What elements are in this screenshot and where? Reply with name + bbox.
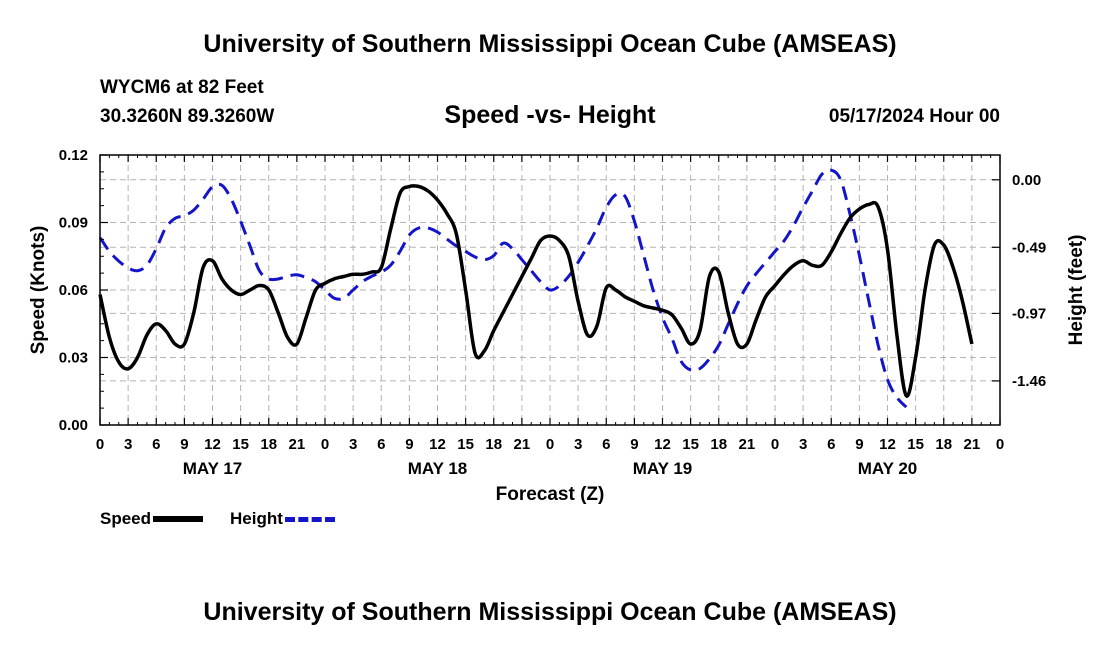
y-left-tick-label: 0.09 xyxy=(59,215,88,232)
x-tick-label: 15 xyxy=(232,436,249,453)
x-tick-label: 12 xyxy=(654,436,671,453)
x-axis-label: Forecast (Z) xyxy=(496,484,605,505)
x-tick-label: 6 xyxy=(602,436,610,453)
x-tick-label: 6 xyxy=(827,436,835,453)
y-left-tick-label: 0.00 xyxy=(59,417,88,434)
x-tick-label: 9 xyxy=(855,436,863,453)
day-label: MAY 18 xyxy=(408,459,468,478)
legend-speed-swatch xyxy=(153,516,204,522)
x-tick-label: 15 xyxy=(682,436,699,453)
legend-height-label: Height xyxy=(230,509,283,528)
x-tick-label: 18 xyxy=(710,436,727,453)
page-title: University of Southern Mississippi Ocean… xyxy=(203,30,897,58)
y-left-tick-label: 0.12 xyxy=(59,147,88,164)
x-tick-label: 0 xyxy=(771,436,779,453)
x-tick-label: 18 xyxy=(260,436,277,453)
x-tick-label: 0 xyxy=(321,436,329,453)
y-left-tick-label: 0.06 xyxy=(59,282,88,299)
x-tick-label: 6 xyxy=(152,436,160,453)
x-tick-label: 12 xyxy=(879,436,896,453)
y-right-tick-label: -1.46 xyxy=(1012,373,1046,390)
y-right-tick-label: -0.49 xyxy=(1012,239,1046,256)
y-left-tick-label: 0.03 xyxy=(59,350,88,367)
x-tick-label: 3 xyxy=(349,436,357,453)
x-tick-label: 9 xyxy=(405,436,413,453)
x-tick-label: 0 xyxy=(546,436,554,453)
legend-height-swatch xyxy=(284,516,335,522)
y-axis-left-label: Speed (Knots) xyxy=(28,226,49,355)
day-label: MAY 19 xyxy=(633,459,693,478)
x-tick-label: 9 xyxy=(630,436,638,453)
station-label: WYCM6 at 82 Feet xyxy=(100,77,264,98)
legend-height: Height xyxy=(230,509,335,529)
legend-speed-label: Speed xyxy=(100,509,152,528)
series-line-speed xyxy=(98,184,974,398)
x-tick-label: 0 xyxy=(96,436,104,453)
day-label: MAY 17 xyxy=(183,459,243,478)
axes: 0 3 6 9 12 15 18 21 0 3 6 9 12 15 18 21 0 3 6 9 12 15 18 21 0 3 6 9… xyxy=(59,147,1046,478)
y-axis-right-label: Height (feet) xyxy=(1066,235,1087,346)
forecast-timestamp: 05/17/2024 Hour 00 xyxy=(828,106,1000,127)
legend-speed: Speed xyxy=(100,509,204,529)
x-tick-label: 21 xyxy=(289,436,306,453)
y-right-tick-label: 0.00 xyxy=(1012,172,1041,189)
x-tick-label: 18 xyxy=(485,436,502,453)
coordinates-label: 30.3260N 89.3260W xyxy=(100,106,275,127)
series-lines xyxy=(98,168,974,409)
x-tick-label: 3 xyxy=(799,436,807,453)
x-tick-label: 21 xyxy=(739,436,756,453)
y-right-tick-label: -0.97 xyxy=(1012,305,1046,322)
x-tick-label: 15 xyxy=(907,436,924,453)
speed-height-chart: 0 3 6 9 12 15 18 21 0 3 6 9 12 15 18 21 0 3 6 9 12 15 18 21 0 3 6 9… xyxy=(28,147,1087,505)
x-tick-label: 9 xyxy=(180,436,188,453)
series-line-height xyxy=(98,168,908,409)
x-tick-label: 21 xyxy=(964,436,981,453)
chart-subtitle: Speed -vs- Height xyxy=(444,101,656,129)
x-tick-label: 3 xyxy=(574,436,582,453)
x-tick-label: 12 xyxy=(429,436,446,453)
x-tick-label: 21 xyxy=(514,436,531,453)
x-tick-label: 15 xyxy=(457,436,474,453)
x-tick-label: 6 xyxy=(377,436,385,453)
x-tick-label: 0 xyxy=(996,436,1004,453)
x-tick-label: 12 xyxy=(204,436,221,453)
x-tick-label: 3 xyxy=(124,436,132,453)
footer-title: University of Southern Mississippi Ocean… xyxy=(203,598,897,626)
day-label: MAY 20 xyxy=(858,459,918,478)
x-tick-label: 18 xyxy=(935,436,952,453)
